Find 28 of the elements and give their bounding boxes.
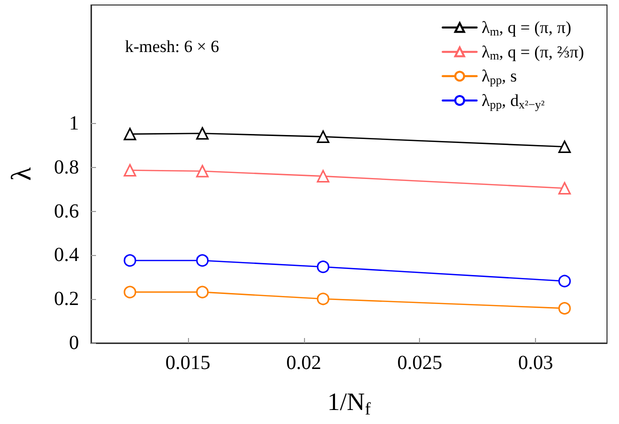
point: [316, 130, 330, 143]
point: [558, 182, 571, 195]
point: [124, 286, 136, 298]
y-tick-label: 1: [69, 112, 79, 135]
annotation: k-mesh: 6 × 6: [125, 37, 220, 56]
point: [124, 254, 136, 267]
x-tick-label: 0.03: [518, 352, 554, 374]
point: [316, 260, 330, 274]
x-tick-label: 0.025: [397, 352, 442, 374]
x-tick-label: 0.02: [286, 352, 322, 374]
point: [124, 128, 136, 140]
x-tick-label: 0.015: [165, 352, 210, 374]
point: [558, 302, 571, 315]
y-tick-label: 0.6: [54, 200, 79, 222]
y-tick-label: 0: [69, 332, 79, 354]
point: [124, 164, 136, 177]
point: [196, 127, 209, 140]
y-axis-title: λ: [6, 166, 38, 181]
point: [196, 254, 209, 267]
point: [196, 164, 209, 178]
point: [558, 140, 571, 154]
point: [196, 286, 209, 298]
y-tick-label: 0.8: [54, 156, 79, 178]
point: [316, 170, 330, 182]
point: [316, 292, 330, 306]
y-tick-label: 0.4: [54, 244, 79, 266]
y-tick-label: 0.2: [54, 288, 79, 310]
point: [558, 274, 571, 288]
